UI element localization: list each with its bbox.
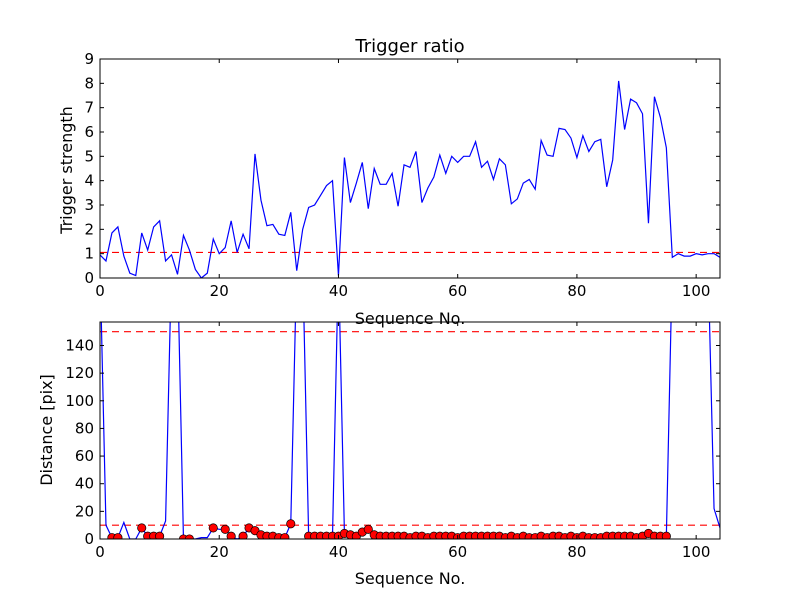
series-line: [100, 80, 720, 278]
y-tick-label: 100: [65, 392, 94, 410]
y-axis-label: Trigger strength: [57, 106, 76, 235]
data-point: [208, 523, 218, 533]
y-tick-label: 4: [84, 172, 94, 190]
y-tick-label: 140: [65, 336, 94, 354]
y-tick-label: 9: [84, 50, 94, 68]
y-tick-label: 3: [84, 196, 94, 214]
data-point: [113, 533, 123, 539]
y-tick-label: 80: [75, 419, 94, 437]
x-tick-label: 40: [329, 282, 348, 300]
y-tick-label: 7: [84, 99, 94, 117]
y-tick-label: 20: [75, 502, 94, 520]
x-tick-label: 40: [329, 543, 348, 561]
x-tick-label: 80: [567, 543, 586, 561]
data-point: [286, 519, 296, 529]
y-axis-label: Distance [pix]: [37, 374, 56, 486]
x-tick-label: 100: [682, 282, 711, 300]
y-tick-label: 120: [65, 364, 94, 382]
data-point: [363, 524, 373, 534]
y-tick-label: 6: [84, 123, 94, 141]
y-tick-label: 60: [75, 447, 94, 465]
data-point: [226, 531, 236, 539]
data-point: [220, 524, 230, 534]
y-tick-label: 0: [84, 530, 94, 548]
series-markers: [107, 519, 671, 539]
chart-title: Trigger ratio: [354, 36, 464, 57]
data-point: [280, 533, 290, 539]
data-point: [137, 523, 147, 533]
data-point: [238, 531, 248, 539]
plot-frame: [99, 58, 721, 279]
x-tick-label: 100: [682, 543, 711, 561]
y-tick-label: 2: [84, 220, 94, 238]
x-tick-label: 20: [210, 543, 229, 561]
axis-ticks: 0 20 40 60 80 100 0 1 2 3 4 5 6 7 8 9: [84, 50, 720, 300]
x-tick-label: 0: [95, 282, 105, 300]
distance-panel: Sequence No. Distance [pix] 0 20 40 60 80 100…: [37, 321, 721, 588]
y-tick-label: 40: [75, 475, 94, 493]
y-tick-label: 8: [84, 74, 94, 92]
series-lines: [100, 80, 720, 278]
y-tick-label: 0: [84, 269, 94, 287]
y-tick-label: 5: [84, 147, 94, 165]
y-tick-label: 1: [84, 245, 94, 263]
trigger-ratio-panel: Trigger ratio Sequence No. Trigger stren…: [57, 36, 721, 328]
x-tick-label: 80: [567, 282, 586, 300]
data-point: [155, 531, 165, 539]
plot-frame: [99, 321, 721, 540]
x-tick-label: 20: [210, 282, 229, 300]
x-tick-label: 60: [448, 543, 467, 561]
x-axis-label: Sequence No.: [355, 569, 466, 588]
threshold-lines: [100, 331, 720, 526]
x-axis-label: Sequence No.: [355, 309, 466, 328]
x-tick-label: 60: [448, 282, 467, 300]
x-tick-label: 0: [95, 543, 105, 561]
data-point: [661, 531, 671, 539]
axis-ticks: 0 20 40 60 80 100 0 20 40 60 80 100 120 140: [65, 322, 720, 561]
